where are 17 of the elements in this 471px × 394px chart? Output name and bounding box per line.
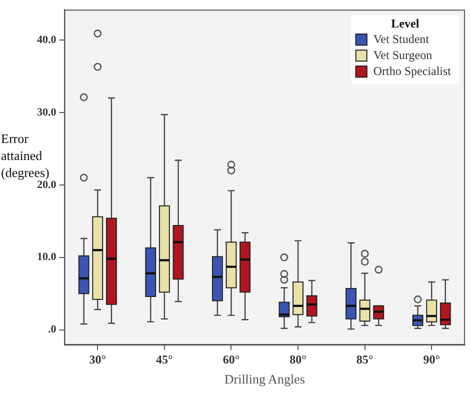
x-tick-label: 45° [156, 352, 174, 366]
y-tick-label: 10.0 [37, 251, 57, 264]
y-tick-label: 20.0 [37, 178, 57, 191]
x-axis-title: Drilling Angles [224, 372, 305, 387]
y-tick-label: 30.0 [37, 106, 57, 118]
x-tick-label: 60° [222, 352, 240, 366]
x-tick-label: 80° [290, 352, 307, 366]
legend-label: Ortho Specialist [373, 64, 452, 78]
x-tick-label: 30° [89, 352, 106, 366]
legend-label: Vet Surgeon [373, 48, 432, 62]
legend-label: Vet Student [373, 32, 430, 46]
y-axis-title: Error attained (degrees) [1, 131, 50, 180]
y-tick-label: 40.0 [37, 34, 57, 46]
legend-title: Level [391, 16, 420, 31]
x-tick-label: 85° [356, 352, 374, 366]
y-tick-label: .0 [48, 324, 57, 336]
x-tick-label: 90° [423, 352, 440, 366]
